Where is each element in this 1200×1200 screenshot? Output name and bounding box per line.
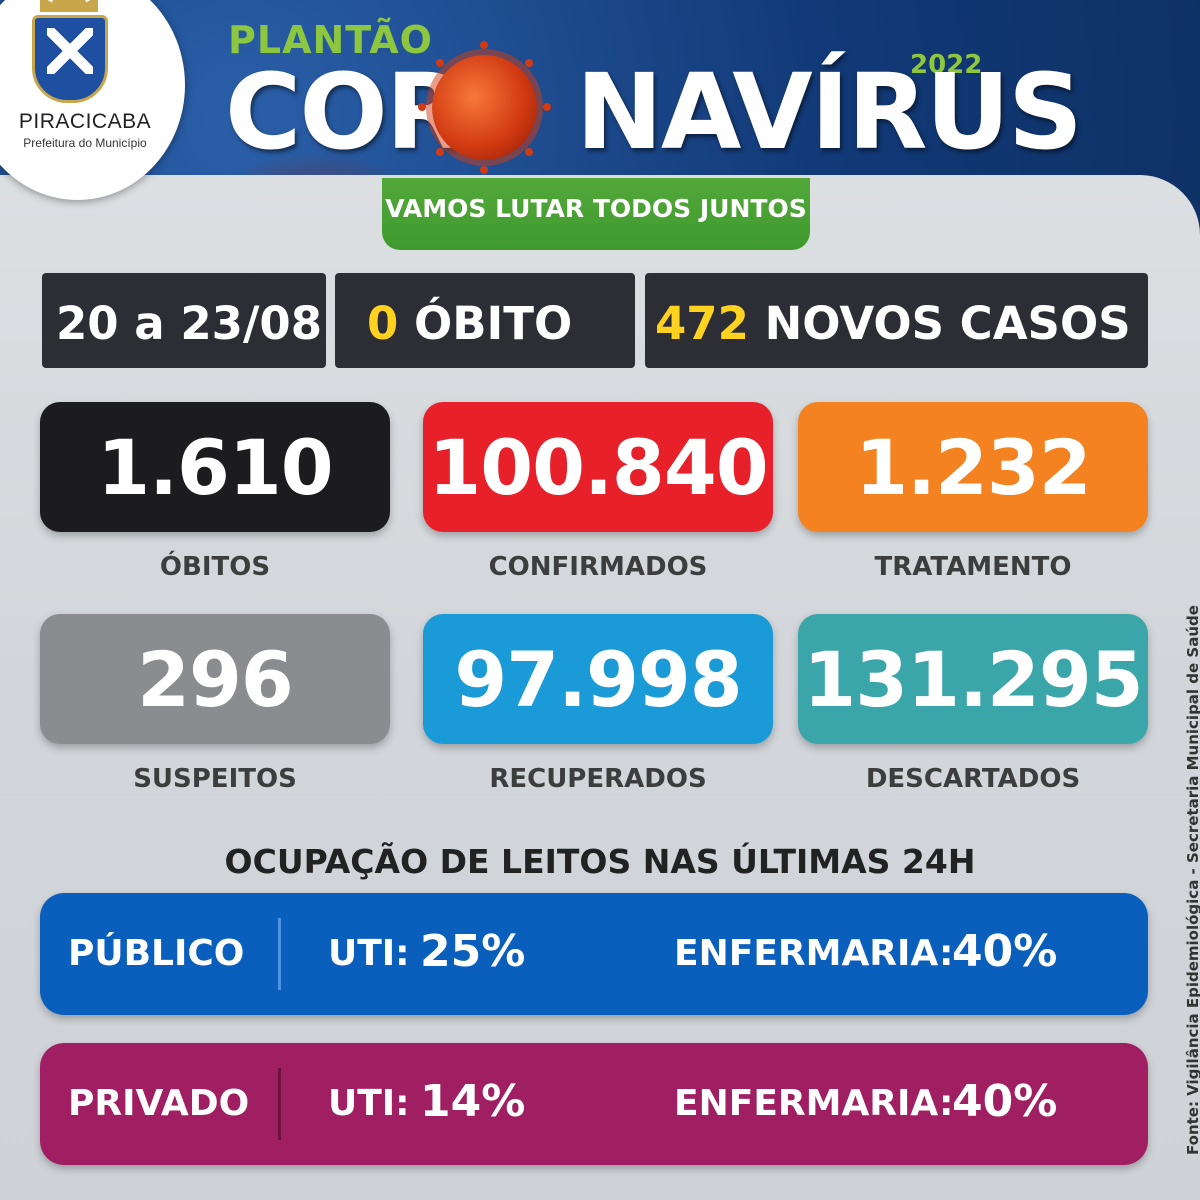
ward-label: ENFERMARIA: <box>674 933 954 974</box>
stat-label: SUSPEITOS <box>133 764 297 794</box>
stat-label: RECUPERADOS <box>489 764 707 794</box>
city-logo: PIRACICABA Prefeitura do Município <box>0 0 185 200</box>
period-text: 20 a 23/08 <box>56 297 323 350</box>
stat-value: 131.295 <box>803 635 1143 724</box>
stat-label: CONFIRMADOS <box>488 552 708 582</box>
logo-name: PIRACICABA <box>18 110 152 133</box>
new-cases-label: NOVOS CASOS <box>764 297 1131 350</box>
stat-card-recovered: 97.998 <box>423 614 773 744</box>
page-title: COR NAVÍRUS <box>225 60 1083 164</box>
row-divider <box>278 918 281 990</box>
stat-value: 1.610 <box>97 423 333 512</box>
coronavirus-icon <box>418 41 551 174</box>
new-deaths-value: 0 <box>367 297 399 350</box>
stat-card-confirmed: 100.840 <box>423 402 773 532</box>
year-text: 2022 <box>910 50 983 80</box>
sector-label: PRIVADO <box>68 1083 250 1124</box>
beds-title: OCUPAÇÃO DE LEITOS NAS ÚLTIMAS 24H <box>224 842 976 881</box>
coat-of-arms-icon <box>32 15 108 103</box>
beds-row-private: PRIVADO UTI: 14% ENFERMARIA: 40% <box>40 1043 1148 1165</box>
uti-label: UTI: <box>328 933 410 974</box>
logo-subtitle: Prefeitura do Município <box>23 136 147 150</box>
stat-label: DESCARTADOS <box>865 764 1081 794</box>
slogan-text: VAMOS LUTAR TODOS JUNTOS <box>385 194 807 223</box>
stat-card-treatment: 1.232 <box>798 402 1148 532</box>
stat-value: 100.840 <box>428 423 768 512</box>
sector-label: PÚBLICO <box>68 933 245 974</box>
uti-value: 25% <box>420 926 526 977</box>
stat-value: 97.998 <box>454 635 742 724</box>
stat-label: ÓBITOS <box>159 552 271 582</box>
row-divider <box>278 1068 281 1140</box>
stat-card-deaths: 1.610 <box>40 402 390 532</box>
crown-icon <box>40 0 98 12</box>
title-part-2: NAVÍRUS <box>575 51 1083 173</box>
source-credit: Fonte: Vigilância Epidemiológica - Secre… <box>1184 605 1200 1155</box>
new-deaths-label: ÓBITO <box>413 297 573 350</box>
slogan-banner: VAMOS LUTAR TODOS JUNTOS <box>382 178 810 250</box>
stat-label: TRATAMENTO <box>874 552 1072 582</box>
stat-value: 296 <box>137 635 294 724</box>
ward-value: 40% <box>952 1076 1058 1127</box>
new-cases-box: 472 NOVOS CASOS <box>645 273 1148 368</box>
uti-value: 14% <box>420 1076 526 1127</box>
stat-card-suspects: 296 <box>40 614 390 744</box>
uti-label: UTI: <box>328 1083 410 1124</box>
period-box: 20 a 23/08 <box>42 273 326 368</box>
new-deaths-box: 0 ÓBITO <box>335 273 635 368</box>
title-part-1: COR <box>225 51 466 173</box>
kicker-text: PLANTÃO <box>228 18 433 62</box>
beds-row-public: PÚBLICO UTI: 25% ENFERMARIA: 40% <box>40 893 1148 1015</box>
new-cases-value: 472 <box>655 297 749 350</box>
stat-card-discarded: 131.295 <box>798 614 1148 744</box>
ward-value: 40% <box>952 926 1058 977</box>
ward-label: ENFERMARIA: <box>674 1083 954 1124</box>
stat-value: 1.232 <box>855 423 1091 512</box>
